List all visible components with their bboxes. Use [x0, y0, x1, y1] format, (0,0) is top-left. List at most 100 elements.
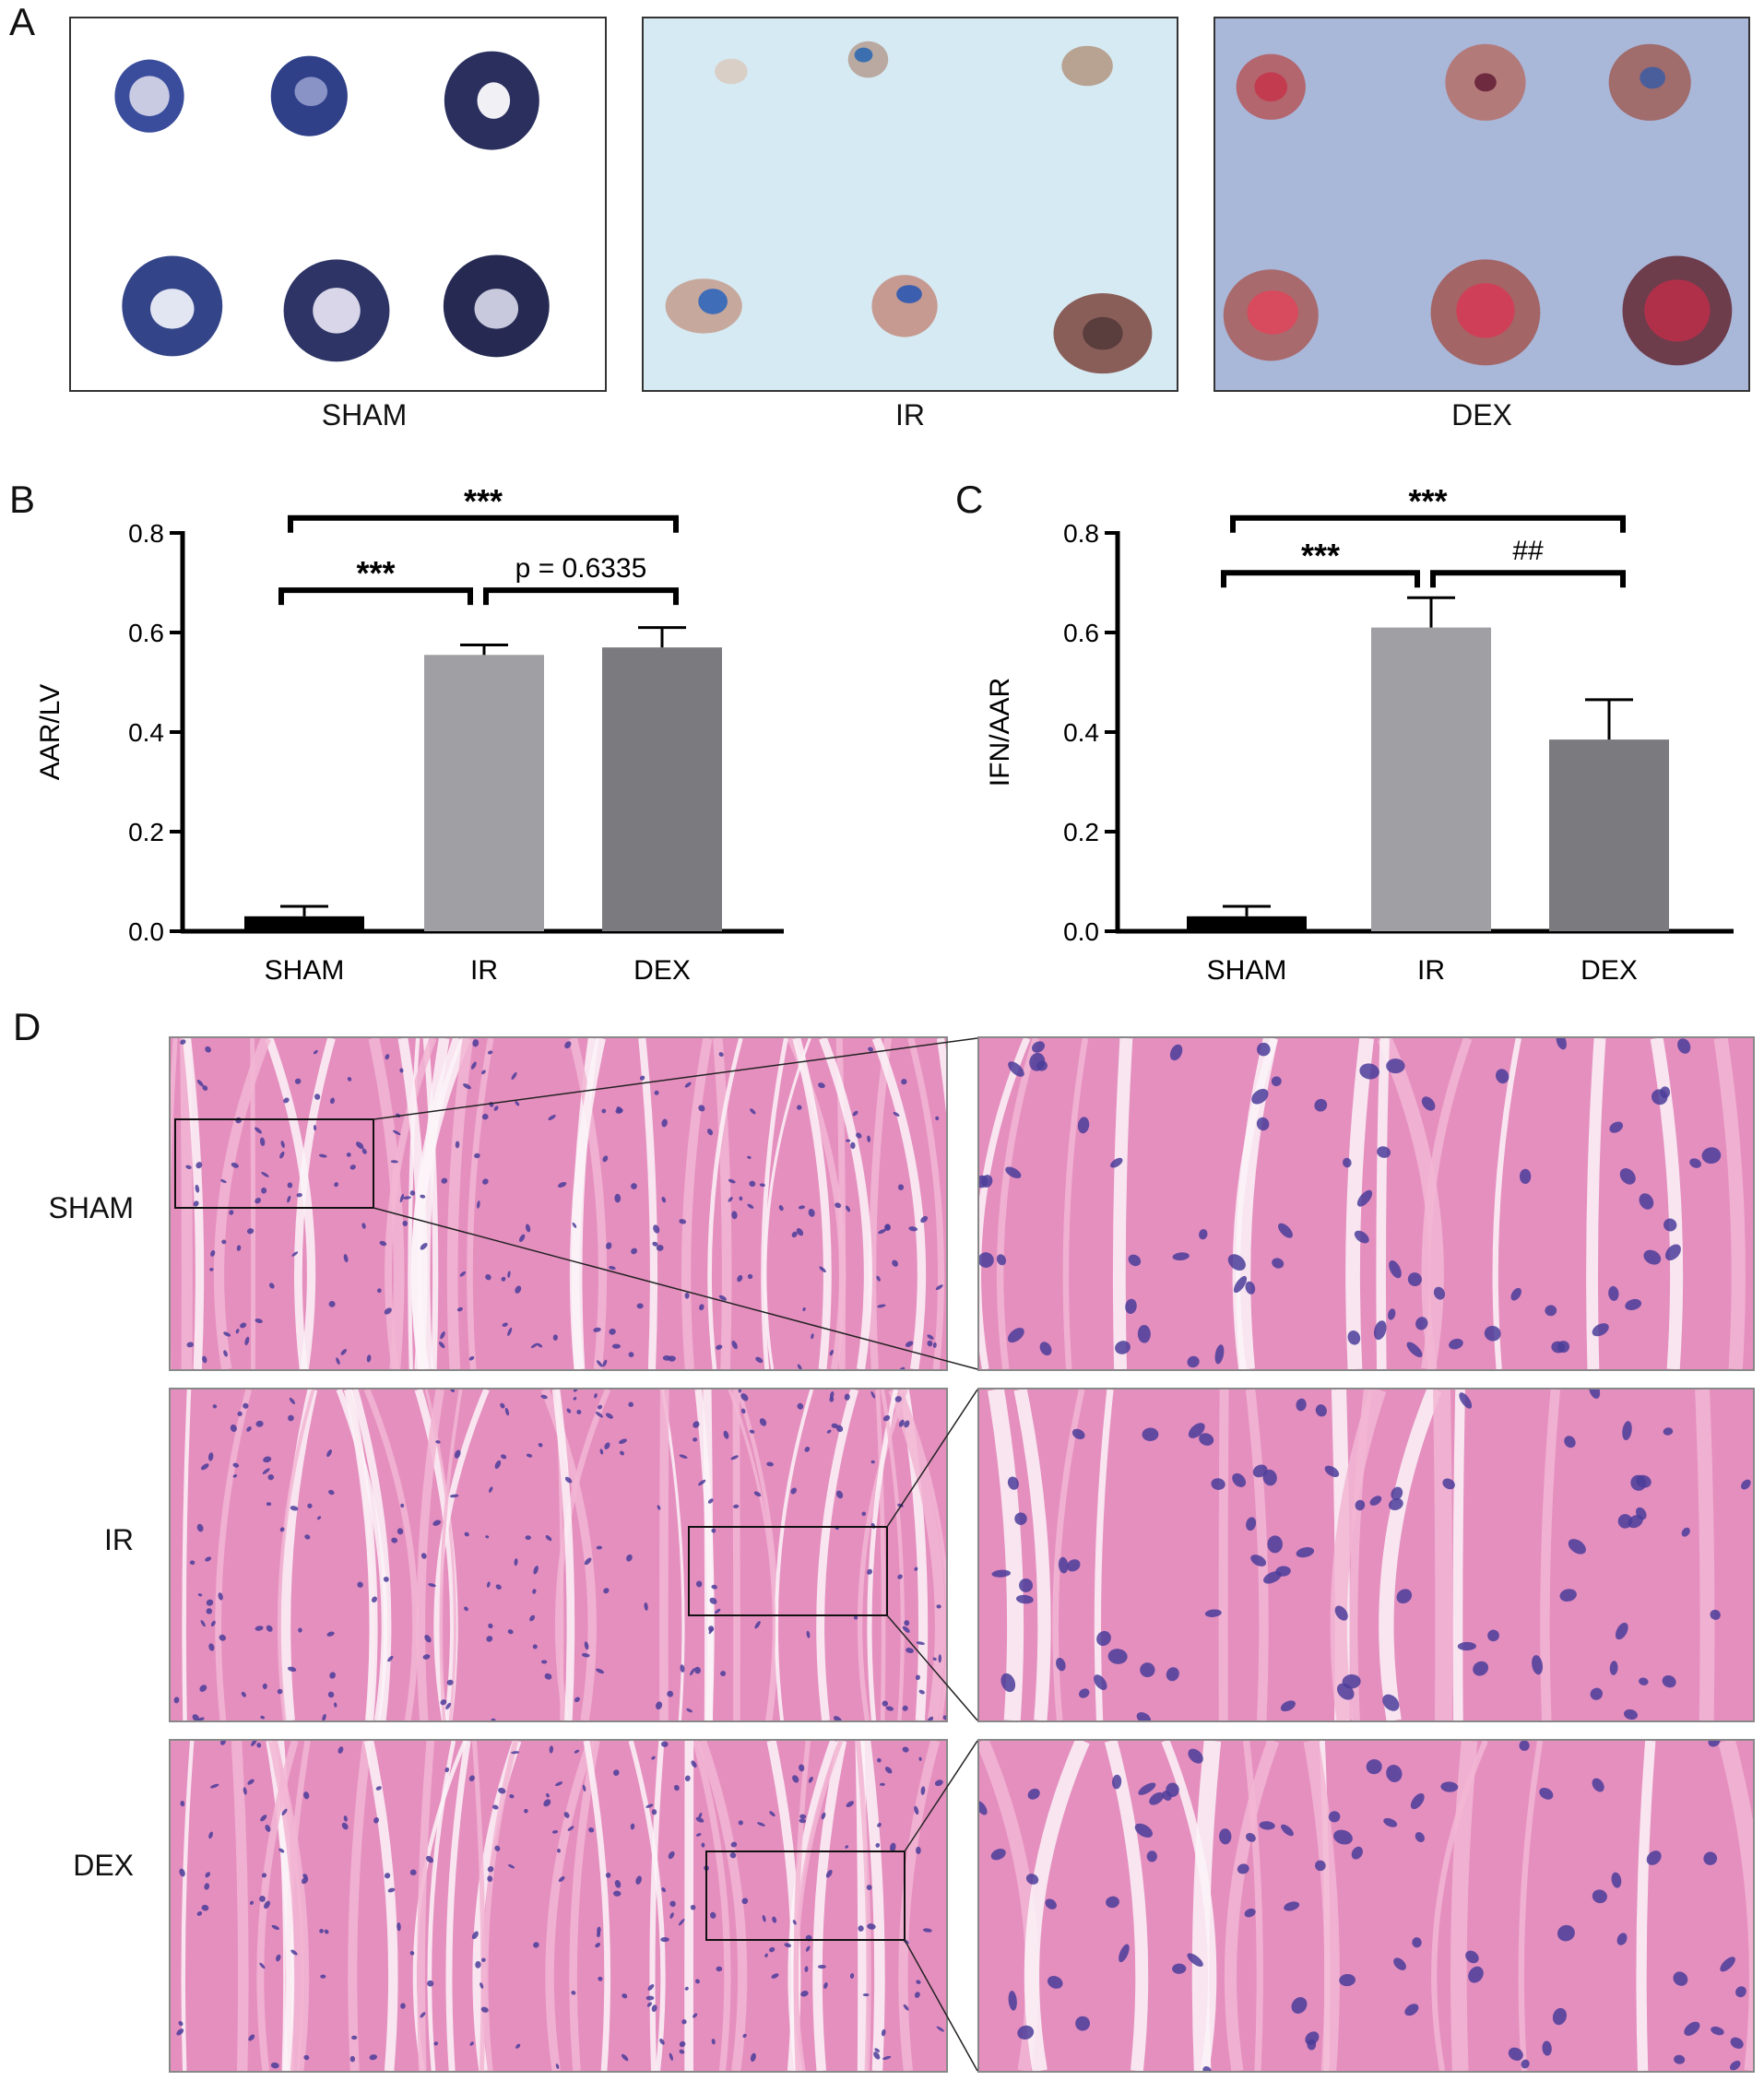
nucleus — [178, 2020, 184, 2027]
nucleus — [289, 1397, 296, 1404]
nucleus — [834, 1716, 842, 1720]
nucleus — [329, 1097, 336, 1105]
nucleus — [573, 1397, 577, 1401]
nucleus — [1487, 1629, 1499, 1642]
nucleus — [804, 1966, 809, 1972]
nucleus — [853, 1615, 858, 1620]
nucleus — [564, 1476, 573, 1484]
bar-dex — [602, 647, 722, 931]
nucleus — [247, 1779, 255, 1785]
bar-chart-ifn-aar: IFN/AAR 0.0 0.2 0.4 0.6 0.8 SHAM IR DEX *** ## *** — [985, 482, 1734, 986]
panel-letter-d: D — [13, 1005, 41, 1048]
nucleus — [882, 1700, 888, 1707]
nucleus — [728, 1178, 736, 1184]
nucleus — [1708, 1741, 1721, 1747]
nucleus — [399, 1193, 404, 1203]
nucleus — [494, 1845, 501, 1851]
nucleus — [730, 1841, 738, 1848]
nucleus — [576, 1409, 582, 1414]
nucleus — [1291, 1996, 1308, 2014]
nucleus — [1564, 1436, 1576, 1448]
nucleus — [597, 1931, 601, 1938]
nucleus — [1056, 1657, 1066, 1672]
fiber-gap — [1636, 1741, 1656, 2071]
nucleus — [1406, 1342, 1423, 1358]
nucleus — [1166, 1782, 1179, 1798]
nucleus — [1259, 1821, 1275, 1830]
nucleus — [1664, 1244, 1681, 1260]
nucleus — [1388, 1498, 1403, 1510]
nucleus — [1112, 1774, 1122, 1790]
nucleus — [1211, 1478, 1225, 1490]
nucleus — [622, 1993, 628, 1999]
nucleus — [264, 1900, 271, 1910]
nucleus — [383, 1576, 389, 1582]
nucleus — [487, 1875, 493, 1882]
nucleus — [582, 1784, 586, 1791]
y-tick-label: 0.0 — [128, 917, 164, 946]
nucleus — [277, 1688, 283, 1695]
nucleus — [1521, 2059, 1530, 2069]
nucleus — [754, 1621, 761, 1629]
nucleus — [261, 1873, 267, 1878]
nucleus — [1351, 1846, 1363, 1860]
nucleus — [1281, 1824, 1294, 1837]
nucleus — [498, 1787, 506, 1794]
nucleus — [212, 1404, 218, 1409]
nucleus — [482, 1178, 489, 1185]
histology-zoom-ir — [977, 1388, 1755, 1722]
nucleus — [695, 1833, 702, 1837]
nucleus — [1404, 2004, 1419, 2016]
nucleus — [679, 2040, 686, 2048]
nucleus — [479, 1982, 484, 1989]
nucleus — [698, 1812, 703, 1819]
panel-letter-b: B — [9, 478, 36, 521]
nucleus — [361, 1223, 366, 1229]
nucleus — [196, 1080, 204, 1087]
nucleus — [749, 1180, 756, 1188]
nucleus — [680, 1664, 685, 1673]
nucleus — [1386, 1058, 1405, 1074]
row-label-sham: SHAM — [48, 1191, 134, 1224]
nucleus — [533, 1942, 539, 1948]
nucleus — [320, 1974, 326, 1979]
nucleus — [1720, 1957, 1735, 1972]
nucleus — [1674, 2054, 1686, 2064]
nucleus — [1134, 1823, 1153, 1838]
nucleus — [574, 1697, 580, 1703]
nucleus — [196, 1717, 205, 1720]
nucleus — [1039, 1342, 1052, 1356]
nucleus — [821, 1812, 826, 1820]
nucleus — [1142, 1427, 1159, 1442]
nucleus — [366, 1354, 372, 1363]
nucleus — [1354, 1230, 1369, 1244]
nucleus — [1233, 1275, 1248, 1294]
nucleus — [435, 1440, 441, 1444]
nucleus — [890, 1842, 896, 1852]
nucleus — [474, 1153, 480, 1159]
nucleus — [1684, 2021, 1700, 2036]
nucleus — [251, 1741, 257, 1746]
significance-bracket — [1230, 514, 1626, 533]
nucleus — [1611, 1872, 1622, 1888]
nucleus — [180, 1039, 186, 1045]
nucleus — [449, 1494, 459, 1498]
nucleus — [759, 1183, 765, 1188]
nucleus — [619, 1438, 628, 1444]
nucleus — [298, 1627, 302, 1633]
fiber-gap — [996, 1038, 1040, 1369]
nucleus — [874, 2048, 881, 2052]
fiber-gap — [732, 1389, 740, 1720]
nucleus — [598, 1976, 603, 1981]
nucleus — [631, 1183, 637, 1189]
nucleus — [487, 1866, 494, 1873]
nucleus — [881, 2028, 886, 2037]
fiber-gap — [569, 1741, 600, 2071]
nucleus — [695, 1816, 704, 1823]
nucleus — [651, 1756, 656, 1760]
nucleus — [236, 1245, 242, 1251]
nucleus — [1660, 1086, 1671, 1099]
nucleus — [1110, 1157, 1123, 1168]
fiber-gap — [1518, 1741, 1544, 2071]
nucleus — [1619, 1168, 1636, 1185]
